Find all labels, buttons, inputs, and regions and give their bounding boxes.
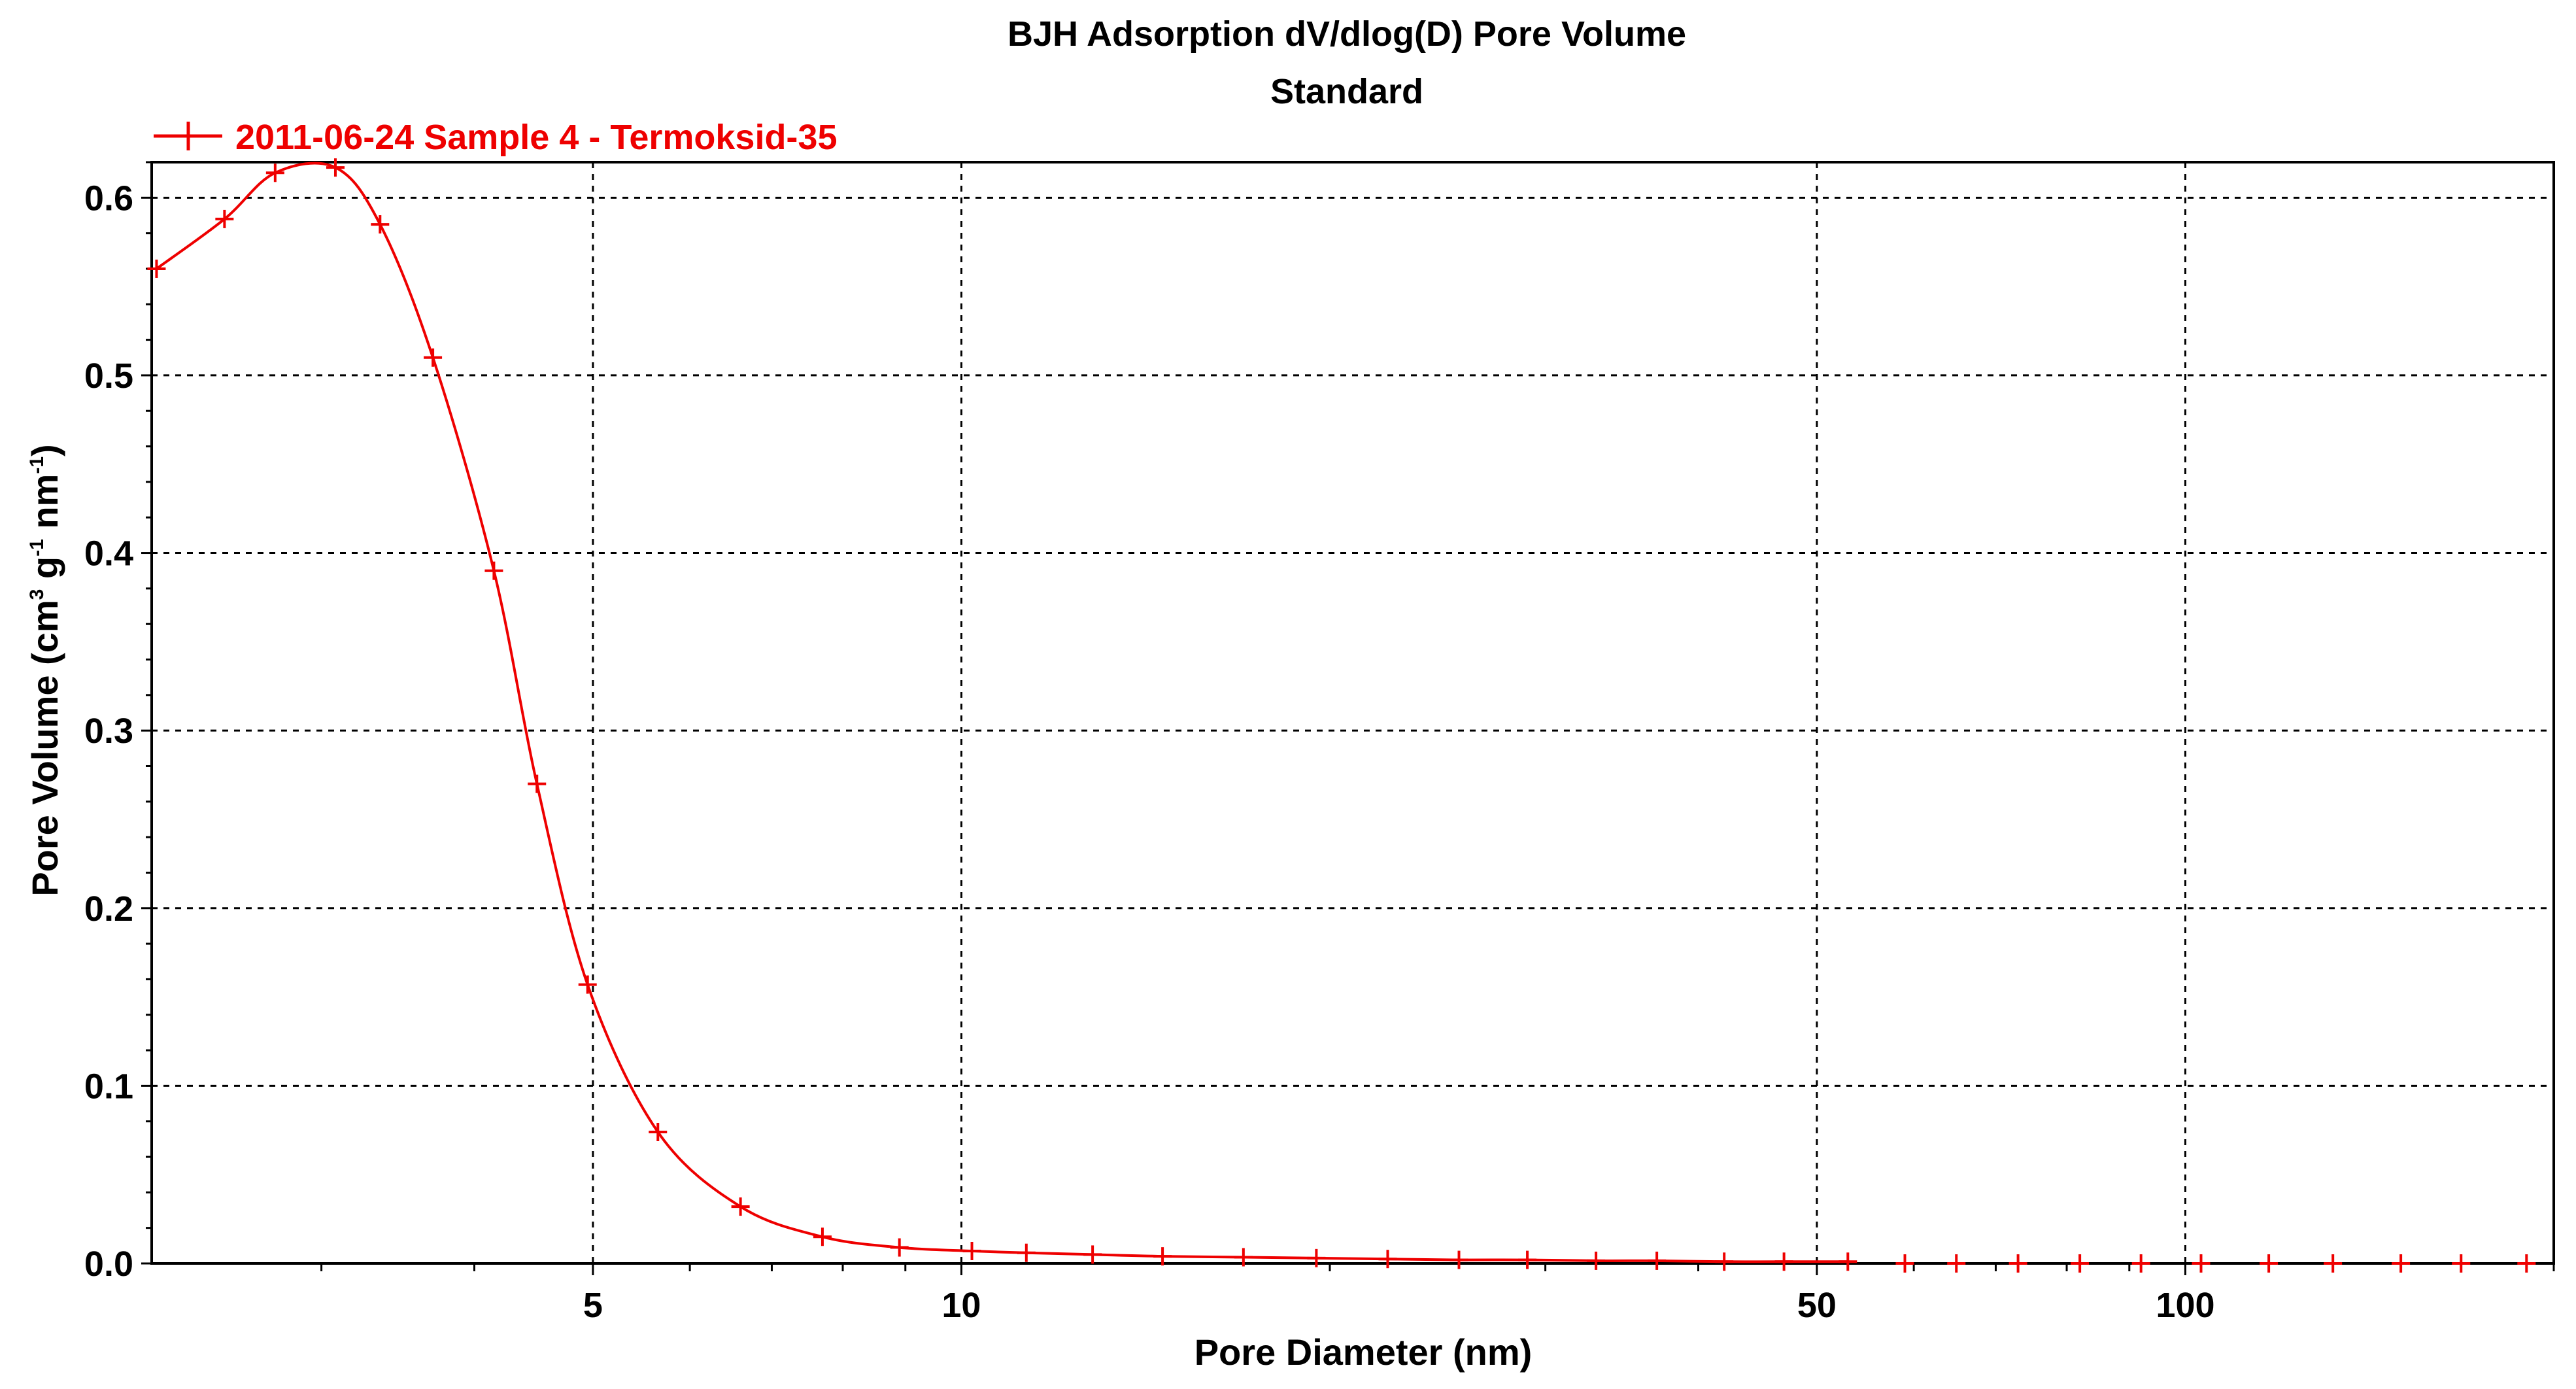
data-point-marker <box>578 975 597 994</box>
legend: 2011-06-24 Sample 4 - Termoksid-35 <box>154 118 837 157</box>
labels: BJH Adsorption dV/dlog(D) Pore Volume St… <box>24 14 2215 1373</box>
data-point-marker <box>1449 1250 1468 1269</box>
y-label-mid1: g <box>24 557 65 589</box>
data-point-marker <box>1017 1243 1036 1262</box>
data-point-marker <box>2008 1254 2027 1273</box>
data-point-marker <box>1378 1250 1397 1269</box>
y-label-end: ) <box>24 444 65 456</box>
data-point-marker <box>2517 1254 2536 1273</box>
data-point-marker <box>147 259 166 278</box>
data-point-marker <box>962 1241 981 1260</box>
grid-lines <box>152 162 2554 1263</box>
plot-frame <box>150 161 2555 1265</box>
data-point-marker <box>326 158 345 177</box>
data-point-marker <box>2192 1254 2211 1273</box>
y-label-sup2: -1 <box>26 539 48 557</box>
y-label-sup1: 3 <box>26 589 48 600</box>
x-axis-label: Pore Diameter (nm) <box>1195 1331 1533 1373</box>
y-axis-label: Pore Volume (cm3 g-1 nm-1) <box>24 444 65 896</box>
series-line <box>156 162 1848 1263</box>
data-point-marker <box>265 163 284 182</box>
y-tick-label: 0.4 <box>84 534 133 574</box>
data-point-marker <box>1947 1254 1966 1273</box>
data-point-marker <box>484 561 503 580</box>
y-tick-label: 0.6 <box>84 179 133 218</box>
data-point-marker <box>1587 1251 1606 1270</box>
data-point-marker <box>2392 1254 2411 1273</box>
data-point-marker <box>1839 1252 1857 1271</box>
data-point-marker <box>1895 1254 1914 1273</box>
data-point-marker <box>1518 1250 1537 1269</box>
data-point-marker <box>215 209 234 228</box>
data-point-marker <box>2131 1254 2150 1273</box>
x-tick-label: 100 <box>2156 1286 2214 1325</box>
data-point-marker <box>731 1197 750 1216</box>
chart-title: BJH Adsorption dV/dlog(D) Pore Volume <box>1008 14 1686 54</box>
data-point-marker <box>813 1227 832 1246</box>
y-tick-label: 0.1 <box>84 1067 133 1106</box>
data-point-marker <box>649 1123 668 1142</box>
data-point-marker <box>1153 1247 1172 1266</box>
data-point-marker <box>2452 1254 2471 1273</box>
chart-subtitle: Standard <box>1270 72 1423 111</box>
legend-entry-label: 2011-06-24 Sample 4 - Termoksid-35 <box>235 118 837 157</box>
y-label-mid2: nm <box>24 474 65 540</box>
y-tick-label: 0.3 <box>84 712 133 751</box>
data-point-marker <box>2324 1254 2343 1273</box>
data-point-marker <box>1083 1245 1102 1264</box>
data-point-marker <box>424 348 443 367</box>
data-point-marker <box>2260 1254 2279 1273</box>
y-label-sup3: -1 <box>26 456 48 474</box>
data-point-marker <box>1307 1248 1326 1267</box>
data-series <box>147 158 2536 1273</box>
y-label-base: Pore Volume (cm <box>24 600 65 896</box>
x-tick-label: 50 <box>1797 1286 1837 1325</box>
y-tick-label: 0.5 <box>84 356 133 396</box>
data-point-marker <box>371 215 390 234</box>
data-point-marker <box>1715 1252 1734 1271</box>
y-tick-label: 0.0 <box>84 1244 133 1284</box>
data-point-marker <box>890 1238 909 1257</box>
data-point-marker <box>1234 1248 1253 1267</box>
x-tick-label: 10 <box>941 1286 981 1325</box>
y-tick-label: 0.2 <box>84 889 133 929</box>
data-point-marker <box>1648 1251 1667 1270</box>
x-tick-label: 5 <box>583 1286 603 1325</box>
data-point-marker <box>2071 1254 2090 1273</box>
data-point-marker <box>1774 1252 1793 1271</box>
axes <box>141 161 2555 1275</box>
data-point-marker <box>528 774 547 793</box>
